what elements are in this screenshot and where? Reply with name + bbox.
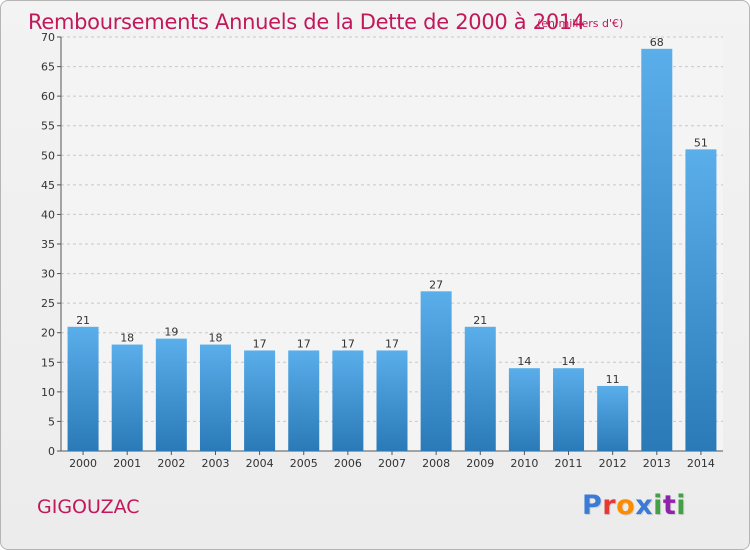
bar [685,149,717,451]
chart-subtitle: (en milliers d'€) [537,17,624,30]
bar [67,326,99,451]
data-label: 14 [517,355,531,368]
commune-name: GIGOUZAC [37,496,140,518]
bar [420,291,452,451]
data-label: 17 [385,337,399,350]
x-tick-label: 2008 [422,457,450,470]
logo-letter: P [582,490,603,521]
logo-letter: i [676,490,687,521]
x-tick-label: 2001 [113,457,141,470]
y-tick-label: 45 [41,179,55,192]
bar [332,350,364,451]
y-tick-label: 50 [41,149,55,162]
bar [199,344,231,451]
logo-letter: t [662,490,677,521]
data-label: 19 [164,326,178,339]
y-tick-label: 55 [41,120,55,133]
x-tick-label: 2012 [599,457,627,470]
data-label: 17 [253,337,267,350]
x-tick-label: 2014 [687,457,715,470]
x-tick-label: 2011 [555,457,583,470]
y-tick-label: 0 [48,445,55,458]
data-label: 51 [694,136,708,149]
y-tick-label: 30 [41,268,55,281]
bar [464,326,496,451]
y-tick-label: 35 [41,238,55,251]
data-label: 17 [297,337,311,350]
data-label: 21 [473,314,487,327]
y-tick-label: 60 [41,90,55,103]
x-tick-label: 2007 [378,457,406,470]
x-tick-label: 2003 [201,457,229,470]
bar [508,368,540,451]
data-label: 68 [650,36,664,49]
bar [288,350,320,451]
x-tick-label: 2004 [246,457,274,470]
data-label: 18 [120,332,134,345]
bar [553,368,585,451]
x-tick-label: 2002 [157,457,185,470]
logo-letter: i [653,490,663,521]
x-tick-label: 2000 [69,457,97,470]
x-tick-label: 2010 [510,457,538,470]
y-tick-label: 25 [41,297,55,310]
data-label: 18 [208,332,222,345]
x-tick-label: 2013 [643,457,671,470]
y-tick-label: 5 [48,415,55,428]
x-tick-label: 2005 [290,457,318,470]
logo-letter: r [602,490,617,521]
x-tick-label: 2006 [334,457,362,470]
proxiti-logo: Proxiti [582,490,686,521]
y-tick-label: 15 [41,356,55,369]
data-label: 21 [76,314,90,327]
data-label: 27 [429,278,443,291]
logo-letter: o [616,490,636,521]
y-tick-label: 70 [41,31,55,44]
chart-title: Remboursements Annuels de la Dette de 20… [28,10,585,34]
y-tick-label: 20 [41,327,55,340]
bar [376,350,408,451]
logo-letter: x [635,490,654,521]
y-tick-label: 65 [41,61,55,74]
bar [641,48,673,451]
bar [111,344,143,451]
y-tick-label: 10 [41,386,55,399]
data-label: 17 [341,337,355,350]
data-label: 14 [562,355,576,368]
y-tick-label: 40 [41,208,55,221]
data-label: 11 [606,373,620,386]
bar [155,338,187,451]
bar [597,385,629,451]
bar [244,350,276,451]
x-tick-label: 2009 [466,457,494,470]
